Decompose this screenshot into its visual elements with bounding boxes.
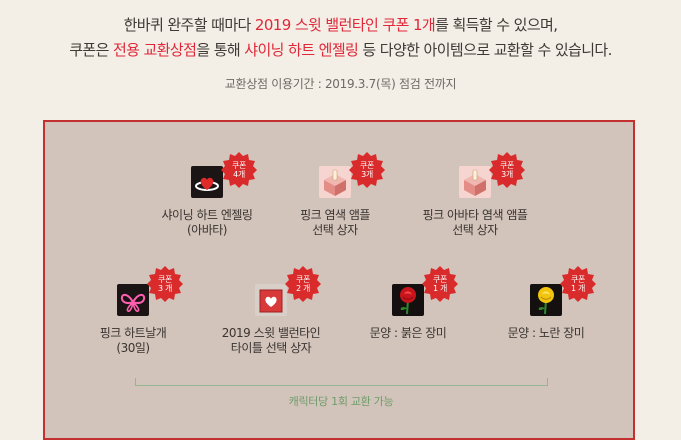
- item-name-line-1: 문양 : 붉은 장미: [369, 326, 447, 340]
- intro-line-1: 한바퀴 완주할 때마다 2019 스윗 밸런타인 쿠폰 1개를 획득할 수 있으…: [0, 14, 681, 35]
- shining-heart-angel-ring-icon: [191, 166, 223, 198]
- item-name-line-1: 핑크 하트날개: [99, 326, 167, 340]
- pink-dye-ampoule-box-icon: [319, 166, 351, 198]
- angel-ring-highlight: 샤이닝 하트 엔젤링: [244, 41, 359, 59]
- limit-bracket: [135, 378, 548, 386]
- item-name-line-2: 선택 상자: [312, 223, 358, 237]
- item-name: 문양 : 붉은 장미: [328, 326, 488, 341]
- item-name-line-2: 타이틀 선택 상자: [230, 341, 312, 355]
- coupon-badge: 쿠폰 1 개: [560, 266, 596, 302]
- item-name-line-1: 문양 : 노란 장미: [507, 326, 585, 340]
- pink-avatar-dye-ampoule-box-icon: [459, 166, 491, 198]
- badge-count: 2 개: [295, 284, 311, 293]
- item-name: 핑크 하트날개 (30일): [53, 326, 213, 356]
- item-name-line-2: (아바타): [187, 223, 227, 237]
- badge-label: 쿠폰: [157, 275, 173, 284]
- intro-line-2: 쿠폰은 전용 교환상점을 통해 샤이닝 하트 엔젤링 등 다양한 아이템으로 교…: [0, 39, 681, 60]
- intro-line-1-pre: 한바퀴 완주할 때마다: [123, 16, 255, 34]
- valentine-title-box-icon: [255, 284, 287, 316]
- item-name-line-2: (30일): [116, 341, 150, 355]
- item-name-line-1: 2019 스윗 밸런타인: [221, 326, 321, 340]
- pink-heart-wings-icon: [117, 284, 149, 316]
- badge-label: 쿠폰: [499, 161, 515, 170]
- item-name: 샤이닝 하트 엔젤링 (아바타): [127, 208, 287, 238]
- exchange-limit-text: 캐릭터당 1회 교환 가능: [288, 395, 394, 408]
- item-name: 2019 스윗 밸런타인 타이틀 선택 상자: [191, 326, 351, 356]
- badge-label: 쿠폰: [570, 275, 586, 284]
- item-name-line-1: 핑크 아바타 염색 앰플: [422, 208, 528, 222]
- coupon-highlight: 2019 스윗 밸런타인 쿠폰 1개: [254, 16, 436, 34]
- exchange-shop-panel: 쿠폰 4개 샤이닝 하트 엔젤링 (아바타) 쿠폰 3개 핑크 염색 앰플 선택…: [43, 120, 635, 440]
- intro-line-2-post: 등 다양한 아이템으로 교환할 수 있습니다.: [358, 41, 612, 59]
- exchange-period: 교환상점 이용기간 : 2019.3.7(목) 점검 전까지: [224, 77, 457, 91]
- badge-label: 쿠폰: [359, 161, 375, 170]
- intro-line-2-pre: 쿠폰은: [69, 41, 113, 59]
- coupon-badge: 쿠폰 2 개: [285, 266, 321, 302]
- badge-count: 3개: [501, 170, 513, 179]
- item-name-line-1: 핑크 염색 앰플: [300, 208, 370, 222]
- exchange-shop-highlight: 전용 교환상점: [112, 41, 197, 59]
- item-name: 문양 : 노란 장미: [466, 326, 626, 341]
- badge-count: 1 개: [570, 284, 586, 293]
- intro-line-1-post: 를 획득할 수 있으며,: [435, 16, 558, 34]
- item-name-line-1: 샤이닝 하트 엔젤링: [161, 208, 253, 222]
- badge-label: 쿠폰: [231, 161, 247, 170]
- badge-label: 쿠폰: [295, 275, 311, 284]
- badge-count: 1 개: [432, 284, 448, 293]
- intro-line-2-mid: 을 통해: [196, 41, 245, 59]
- coupon-badge: 쿠폰 4개: [221, 152, 257, 188]
- yellow-rose-icon: [530, 284, 562, 316]
- badge-count: 3 개: [157, 284, 173, 293]
- coupon-badge: 쿠폰 3개: [489, 152, 525, 188]
- item-name: 핑크 염색 앰플 선택 상자: [255, 208, 415, 238]
- badge-label: 쿠폰: [432, 275, 448, 284]
- item-name-line-2: 선택 상자: [452, 223, 498, 237]
- badge-count: 3개: [361, 170, 373, 179]
- item-name: 핑크 아바타 염색 앰플 선택 상자: [395, 208, 555, 238]
- red-rose-icon: [392, 284, 424, 316]
- coupon-badge: 쿠폰 3개: [349, 152, 385, 188]
- badge-count: 4개: [233, 170, 245, 179]
- coupon-badge: 쿠폰 1 개: [422, 266, 458, 302]
- coupon-badge: 쿠폰 3 개: [147, 266, 183, 302]
